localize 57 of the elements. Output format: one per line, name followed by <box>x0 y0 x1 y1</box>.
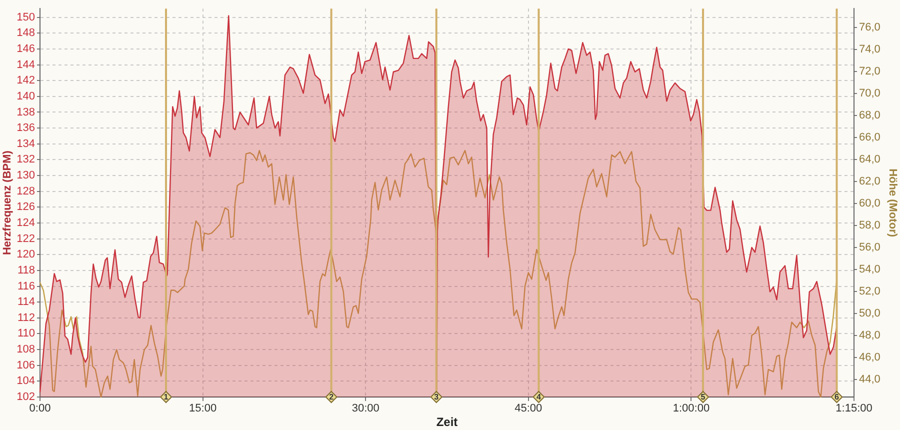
y2-tick-label: 76,0 <box>859 21 880 34</box>
y-tick-label: 122 <box>16 232 35 245</box>
y-tick-label: 118 <box>17 264 35 276</box>
annotation: 6 <box>834 392 840 402</box>
y2-tick-label: 44,0 <box>859 373 880 386</box>
y-axis-title: Herzfrequenz (BPM) <box>2 150 14 256</box>
y-tick-label: 140 <box>16 90 35 102</box>
y-tick-label: 104 <box>16 375 35 388</box>
y-tick-label: 116 <box>17 280 35 292</box>
y-tick-label: 112 <box>17 312 35 324</box>
y2-tick-label: 62,0 <box>859 175 880 188</box>
y-tick-label: 124 <box>16 217 35 230</box>
x-tick-label: 1:15:00 <box>836 402 872 415</box>
y-tick-label: 148 <box>16 27 35 40</box>
x-axis-title: Zeit <box>436 415 458 430</box>
y2-tick-label: 64,0 <box>859 153 880 166</box>
y-tick-label: 128 <box>16 185 35 198</box>
annotation: 2 <box>329 392 334 402</box>
y2-tick-label: 68,0 <box>859 109 880 122</box>
y-tick-label: 136 <box>16 122 35 134</box>
y-tick-label: 108 <box>16 344 35 356</box>
y2-tick-label: 74,0 <box>859 43 880 56</box>
y2-tick-label: 46,0 <box>859 351 880 364</box>
y-tick-label: 120 <box>16 248 35 261</box>
x-tick-label: 1:00:00 <box>672 402 710 415</box>
y2-tick-label: 72,0 <box>859 65 880 78</box>
y2-tick-label: 52,0 <box>859 285 880 298</box>
x-tick-label: 0:00 <box>29 402 51 415</box>
y2-tick-label: 60,0 <box>859 197 880 210</box>
x-tick-label: 15:00 <box>189 402 217 415</box>
y-tick-label: 130 <box>16 170 35 182</box>
y2-tick-label: 70,0 <box>859 87 880 100</box>
y-tick-label: 110 <box>17 328 35 340</box>
y2-tick-label: 58,0 <box>859 219 880 232</box>
y2-tick-label: 48,0 <box>859 329 880 342</box>
annotation: 5 <box>700 392 706 402</box>
y-tick-label: 132 <box>16 154 35 166</box>
y-tick-label: 102 <box>16 391 35 404</box>
y-tick-label: 146 <box>16 42 35 55</box>
y-tick-label: 126 <box>16 201 35 214</box>
x-tick-label: 30:00 <box>352 402 380 415</box>
y-tick-label: 142 <box>16 74 35 87</box>
y2-tick-label: 66,0 <box>859 131 880 144</box>
y2-tick-label: 56,0 <box>859 241 880 254</box>
annotation: 3 <box>434 392 440 402</box>
y-tick-label: 150 <box>16 11 35 24</box>
y-tick-label: 134 <box>16 138 35 150</box>
annotation: 4 <box>536 392 542 402</box>
y2-axis-title: Höhe (Motor) <box>886 168 898 238</box>
y-tick-label: 144 <box>16 58 35 71</box>
y-tick-label: 114 <box>17 296 35 308</box>
y-tick-label: 138 <box>16 106 35 118</box>
x-tick-label: 45:00 <box>514 402 542 415</box>
y2-tick-label: 50,0 <box>859 307 880 320</box>
y-tick-label: 106 <box>16 359 35 372</box>
y2-tick-label: 54,0 <box>859 263 880 276</box>
annotation: 1 <box>164 392 169 402</box>
